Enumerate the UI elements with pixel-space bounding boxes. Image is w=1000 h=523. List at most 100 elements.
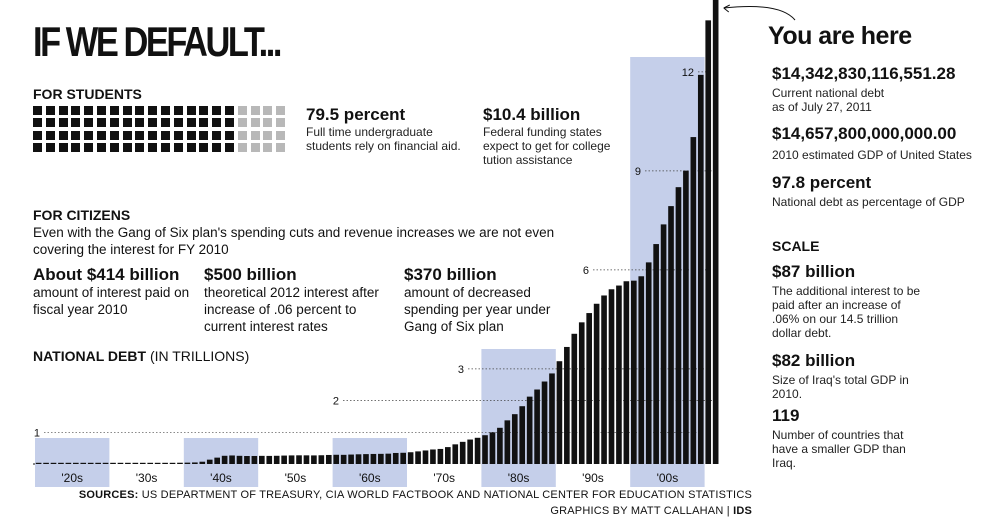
citizens-stat1-text: amount of interest paid on fiscal year 2…: [33, 285, 190, 317]
debt-bar: [117, 462, 124, 464]
waffle-cell: [199, 142, 209, 152]
waffle-cell: [109, 118, 119, 128]
waffle-cell: [122, 130, 132, 140]
debt-bar: [653, 244, 659, 464]
right-stat-text: 2010 estimated GDP of United States: [772, 148, 972, 162]
chart-title-sub: (IN TRILLIONS): [149, 348, 250, 364]
waffle-cell: [97, 142, 106, 152]
waffle-cell: [148, 106, 158, 115]
waffle-cell: [276, 106, 286, 115]
waffle-cell: [135, 106, 145, 115]
citizens-stat3-text: amount of decreased spending per year un…: [404, 285, 551, 334]
waffle-cell: [58, 142, 68, 152]
waffle-cell: [225, 142, 234, 152]
scale-stat-0: $87 billion The additional interest to b…: [772, 262, 992, 340]
sources: SOURCES: US DEPARTMENT OF TREASURY, CIA …: [79, 489, 752, 501]
waffle-cell: [122, 106, 132, 115]
scale-stat-text: Size of Iraq's total GDP in 2010.: [772, 373, 909, 401]
waffle-cell: [109, 106, 119, 115]
y-tick-label: 6: [583, 265, 589, 277]
waffle-cell: [122, 142, 132, 152]
y-tick-label: 9: [635, 166, 641, 178]
debt-bar: [251, 455, 258, 464]
waffle-cell: [212, 106, 222, 115]
waffle-cell: [58, 130, 68, 140]
x-tick-label: '60s: [359, 471, 381, 485]
waffle-cell: [250, 106, 260, 115]
debt-bar: [139, 462, 146, 464]
waffle-cell: [225, 130, 234, 140]
debt-bar: [348, 454, 354, 464]
waffle-cell: [161, 142, 170, 152]
waffle-cell: [71, 106, 81, 115]
waffle-cell: [71, 130, 81, 140]
debt-bar: [534, 389, 540, 464]
waffle-cell: [186, 142, 196, 152]
waffle-cell: [161, 118, 170, 128]
debt-bar: [497, 427, 503, 464]
debt-bar: [281, 455, 287, 464]
debt-bar: [147, 462, 154, 464]
waffle-cell: [71, 142, 81, 152]
waffle-cell: [58, 106, 68, 115]
scale-heading: SCALE: [772, 238, 820, 254]
y-tick-label: 3: [458, 364, 464, 376]
debt-bar: [668, 206, 674, 464]
x-tick-label: '70s: [433, 471, 455, 485]
debt-bar: [132, 462, 139, 464]
waffle-cell: [186, 130, 196, 140]
waffle-cell: [186, 118, 196, 128]
x-tick-label: '90s: [582, 471, 604, 485]
you-are-here-label: You are here: [768, 22, 912, 50]
waffle-cell: [250, 118, 260, 128]
debt-bar: [593, 303, 600, 464]
scale-stat-text: Number of countries that have a smaller …: [772, 428, 906, 470]
waffle-cell: [276, 118, 286, 128]
waffle-cell: [45, 118, 55, 128]
debt-bar: [467, 439, 473, 464]
debt-bar: [154, 462, 161, 464]
debt-bar: [638, 276, 645, 464]
waffle-cell: [161, 130, 170, 140]
debt-bar: [519, 406, 526, 464]
waffle-cell: [173, 142, 183, 152]
debt-bar: [474, 437, 481, 464]
y-tick-label: 12: [682, 67, 694, 79]
waffle-cell: [135, 142, 145, 152]
debt-bar: [363, 454, 369, 464]
waffle-cell: [237, 106, 247, 115]
credit-text: GRAPHICS BY MATT CALLAHAN |: [550, 505, 730, 517]
debt-bar: [556, 361, 563, 464]
scale-stat-1: $82 billion Size of Iraq's total GDP in …: [772, 351, 992, 401]
waffle-cell: [161, 106, 170, 115]
waffle-cell: [173, 118, 183, 128]
waffle-cell: [199, 118, 209, 128]
debt-bar: [236, 455, 243, 464]
debt-bar: [415, 451, 421, 464]
debt-bar: [459, 441, 466, 464]
debt-bar: [125, 462, 131, 464]
right-stat-0: $14,342,830,116,551.28 Current national …: [772, 64, 992, 114]
debt-bar: [378, 453, 384, 464]
right-stat-text: National debt as percentage of GDP: [772, 195, 965, 209]
credit-org: IDS: [733, 505, 752, 517]
x-tick-label: '20s: [61, 471, 83, 485]
waffle-cell: [122, 118, 132, 128]
sources-text: US DEPARTMENT OF TREASURY, CIA WORLD FAC…: [141, 489, 752, 501]
waffle-cell: [212, 142, 222, 152]
waffle-cell: [148, 130, 158, 140]
citizens-heading: FOR CITIZENS: [33, 207, 131, 223]
debt-bar: [43, 462, 49, 464]
waffle-cell: [237, 118, 247, 128]
debt-bar: [608, 289, 615, 464]
debt-bar: [660, 224, 667, 464]
debt-bar: [303, 455, 310, 464]
waffle-cell: [97, 106, 106, 115]
chart-title: NATIONAL DEBT (IN TRILLIONS): [33, 348, 249, 364]
debt-bar: [221, 455, 228, 464]
debt-bar: [445, 447, 451, 464]
waffle-cell: [263, 130, 273, 140]
debt-bar: [511, 414, 518, 464]
waffle-cell: [84, 118, 94, 128]
